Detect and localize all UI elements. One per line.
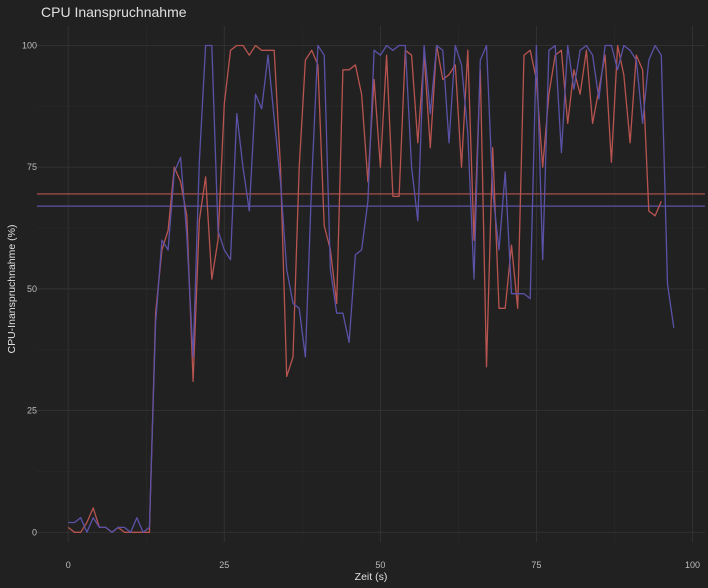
y-axis-title: CPU-Inanspruchnahme (%) bbox=[6, 225, 18, 354]
y-tick-label: 50 bbox=[27, 284, 37, 294]
y-tick-label: 100 bbox=[22, 40, 37, 50]
mean-lines bbox=[37, 193, 705, 207]
grid bbox=[37, 26, 705, 542]
tick-labels: 0 25 50 75 100 0 25 50 75 100 bbox=[22, 40, 700, 570]
x-tick-label: 25 bbox=[219, 560, 229, 570]
x-tick-label: 50 bbox=[375, 560, 385, 570]
x-tick-label: 75 bbox=[531, 560, 541, 570]
x-tick-label: 100 bbox=[685, 560, 700, 570]
series-line bbox=[68, 44, 675, 533]
x-tick-label: 0 bbox=[66, 560, 71, 570]
y-tick-label: 0 bbox=[32, 527, 37, 537]
y-tick-label: 25 bbox=[27, 406, 37, 416]
series-lines bbox=[67, 44, 675, 533]
y-tick-label: 75 bbox=[27, 162, 37, 172]
series-line bbox=[67, 44, 662, 533]
chart-title: CPU Inanspruchnahme bbox=[41, 4, 187, 20]
x-axis-title: Zeit (s) bbox=[355, 571, 388, 583]
